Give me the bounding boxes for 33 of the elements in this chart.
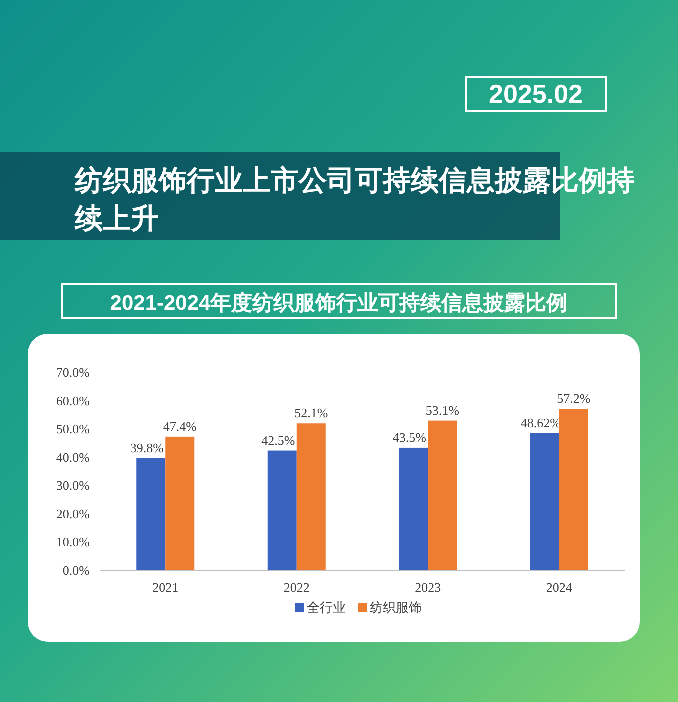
x-tick-label: 2022 bbox=[284, 580, 310, 595]
y-tick-label: 70.0% bbox=[56, 365, 90, 380]
chart-subtitle: 2021-2024年度纺织服饰行业可持续信息披露比例 bbox=[110, 291, 568, 315]
data-label: 43.5% bbox=[392, 430, 427, 445]
data-label: 47.4% bbox=[163, 418, 198, 434]
legend-label: 纺织服饰 bbox=[370, 600, 422, 615]
data-label: 42.5% bbox=[262, 432, 296, 448]
bar bbox=[268, 450, 297, 571]
bar bbox=[136, 458, 166, 571]
bar bbox=[296, 424, 326, 571]
bar bbox=[428, 420, 458, 571]
data-label: 48.62% bbox=[520, 415, 562, 430]
y-tick-label: 30.0% bbox=[56, 478, 90, 494]
data-label: 39.8% bbox=[130, 440, 164, 456]
data-label: 57.2% bbox=[557, 391, 591, 406]
bar bbox=[530, 433, 560, 571]
bar bbox=[166, 436, 195, 571]
x-tick-label: 2024 bbox=[546, 580, 573, 595]
bar bbox=[399, 448, 428, 571]
data-label: 53.1% bbox=[426, 402, 460, 418]
text: 2025.02 bbox=[489, 79, 583, 109]
chart-title: 纺织服饰行业上市公司可持续信息披露比例持续上升 bbox=[74, 165, 635, 234]
x-tick-label: 2023 bbox=[415, 580, 442, 595]
y-tick-label: 10.0% bbox=[56, 534, 90, 550]
y-tick-label: 50.0% bbox=[56, 422, 90, 437]
y-tick-label: 40.0% bbox=[56, 450, 90, 465]
y-tick-label: 20.0% bbox=[56, 506, 90, 522]
y-tick-label: 60.0% bbox=[56, 393, 90, 408]
y-tick-label: 0.0% bbox=[62, 563, 90, 578]
x-tick-label: 2021 bbox=[152, 580, 179, 595]
bar bbox=[559, 409, 588, 571]
data-label: 52.1% bbox=[294, 406, 328, 421]
legend-label: 全行业 bbox=[307, 600, 346, 615]
